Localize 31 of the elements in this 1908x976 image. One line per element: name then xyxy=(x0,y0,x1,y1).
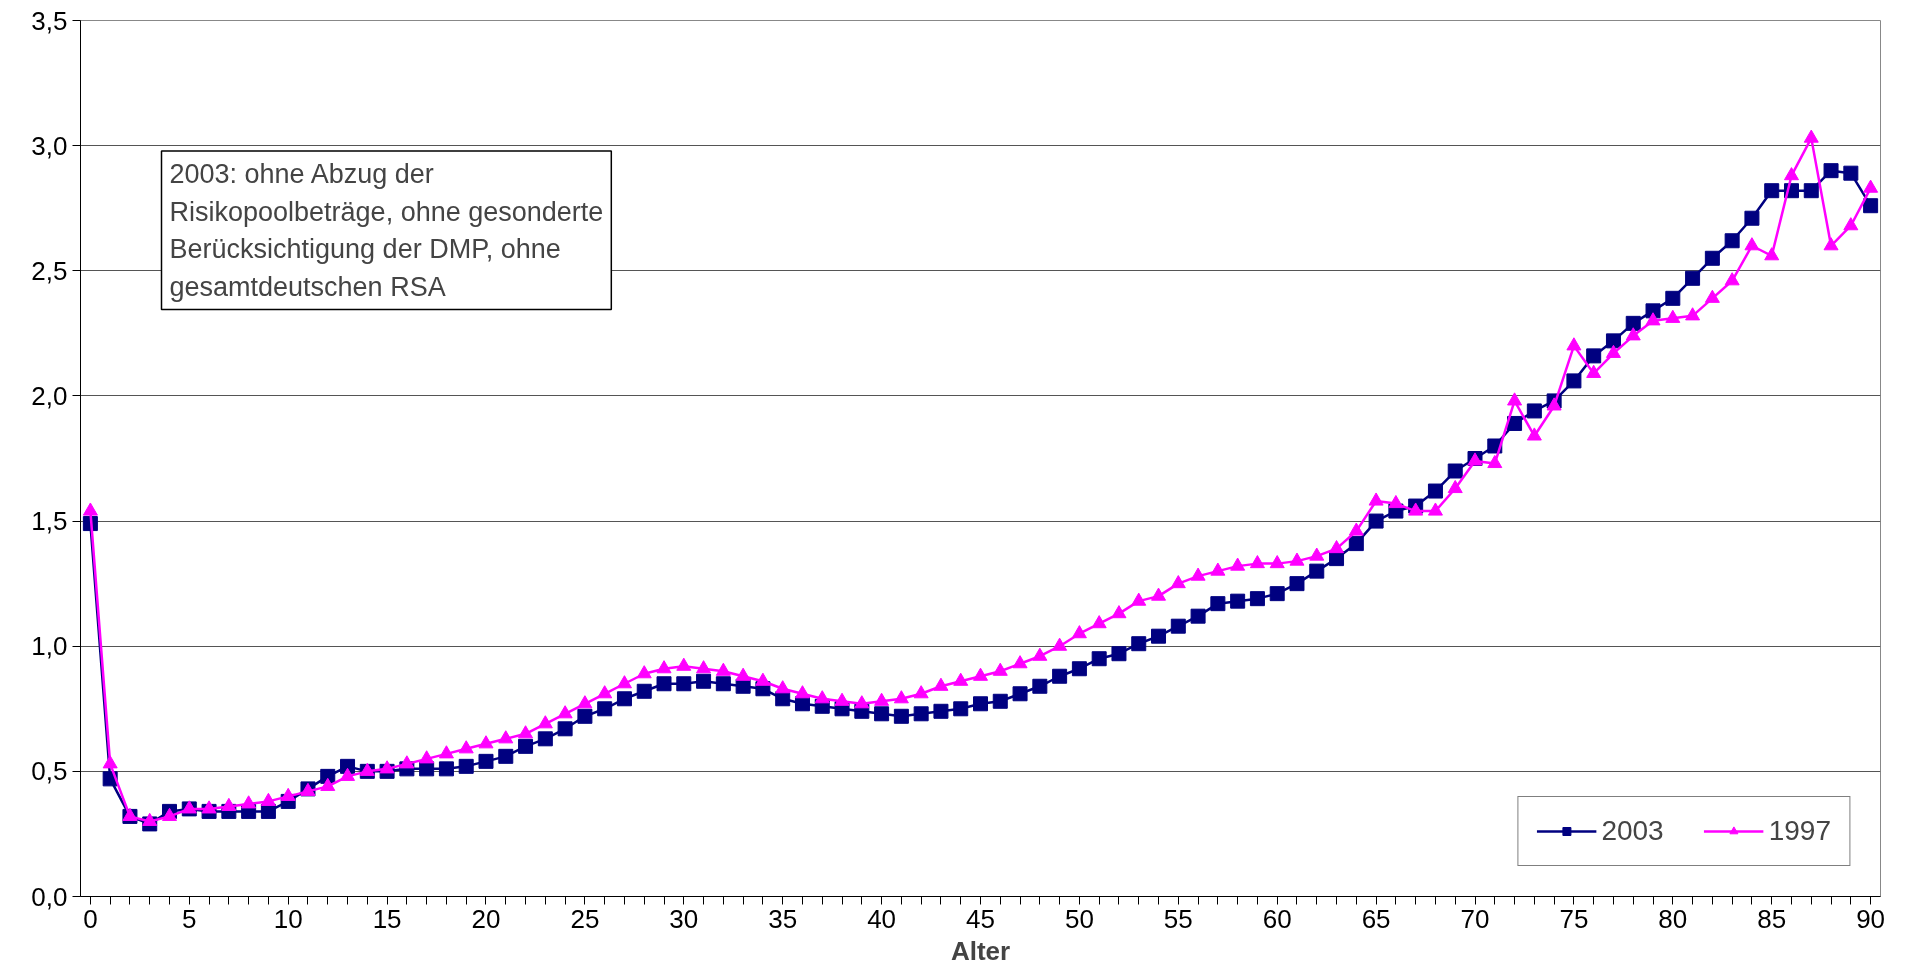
y-tick-label: 0,0 xyxy=(31,881,68,912)
y-tick-label: 0,5 xyxy=(31,756,68,787)
y-tick-label: 3,5 xyxy=(31,5,68,36)
legend-label: 2003 xyxy=(1601,815,1664,847)
x-tick-label: 45 xyxy=(966,903,995,934)
x-tick-label: 80 xyxy=(1658,903,1688,934)
x-tick-label: 60 xyxy=(1262,903,1292,934)
y-tick-label: 2,0 xyxy=(31,380,68,411)
x-tick-label: 65 xyxy=(1361,903,1391,934)
x-tick-label: 70 xyxy=(1460,903,1490,934)
y-tick-label: 3,0 xyxy=(31,130,68,161)
annotation: 2003: ohne Abzug der Risikopoolbeträge, ohne gesonderte Berücksichtigung der DMP, ohne gesamtdeutschen RSA xyxy=(169,159,604,302)
y-tick-label: 1,5 xyxy=(31,506,68,537)
x-tick-label: 15 xyxy=(372,903,402,934)
x-tick-label: 0 xyxy=(83,903,98,934)
x-tick-label: 85 xyxy=(1757,903,1787,934)
x-tick-label: 10 xyxy=(273,903,303,934)
x-tick-label: 30 xyxy=(669,903,699,934)
x-tick-label: 90 xyxy=(1856,903,1886,934)
x-tick-label: 35 xyxy=(768,903,798,934)
x-tick-label: 75 xyxy=(1559,903,1589,934)
legend-label: 1997 xyxy=(1768,815,1831,847)
x-tick-label: 40 xyxy=(867,903,897,934)
y-tick-label: 2,5 xyxy=(31,255,68,286)
x-tick-label: 25 xyxy=(570,903,600,934)
x-tick-label: 20 xyxy=(471,903,501,934)
x-tick-label: 5 xyxy=(182,903,197,934)
x-tick-label: 55 xyxy=(1163,903,1193,934)
x-axis-title: Alter xyxy=(950,935,1011,966)
x-tick-label: 50 xyxy=(1064,903,1094,934)
y-tick-label: 1,0 xyxy=(31,631,68,662)
